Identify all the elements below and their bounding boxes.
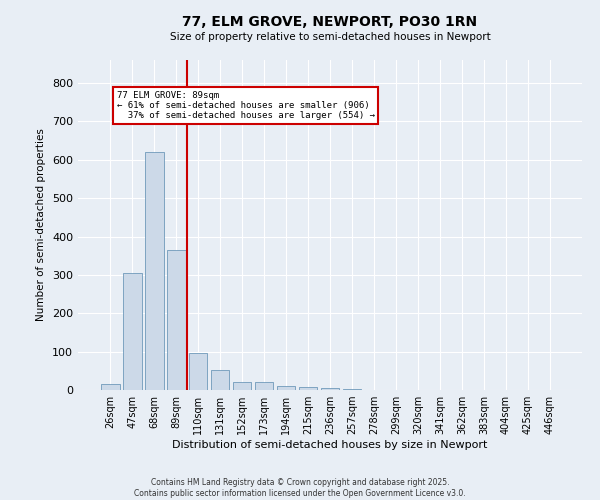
Bar: [233, 382, 251, 390]
Bar: [277, 386, 295, 390]
Bar: [167, 250, 185, 390]
Bar: [343, 389, 361, 390]
Bar: [320, 388, 340, 390]
Y-axis label: Number of semi-detached properties: Number of semi-detached properties: [37, 128, 46, 322]
Bar: [255, 382, 274, 390]
Text: Contains HM Land Registry data © Crown copyright and database right 2025.
Contai: Contains HM Land Registry data © Crown c…: [134, 478, 466, 498]
Bar: [123, 273, 142, 390]
Bar: [101, 384, 119, 390]
Bar: [211, 370, 229, 390]
Text: Size of property relative to semi-detached houses in Newport: Size of property relative to semi-detach…: [170, 32, 490, 42]
Bar: [145, 152, 164, 390]
Bar: [189, 353, 208, 390]
Text: 77 ELM GROVE: 89sqm
← 61% of semi-detached houses are smaller (906)
  37% of sem: 77 ELM GROVE: 89sqm ← 61% of semi-detach…: [117, 90, 375, 120]
Bar: [299, 387, 317, 390]
X-axis label: Distribution of semi-detached houses by size in Newport: Distribution of semi-detached houses by …: [172, 440, 488, 450]
Text: 77, ELM GROVE, NEWPORT, PO30 1RN: 77, ELM GROVE, NEWPORT, PO30 1RN: [182, 15, 478, 29]
